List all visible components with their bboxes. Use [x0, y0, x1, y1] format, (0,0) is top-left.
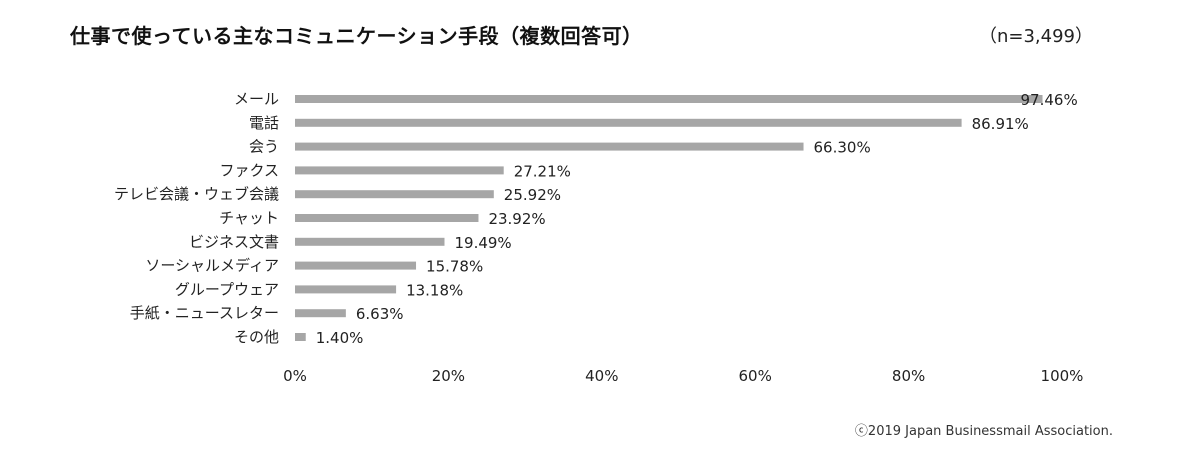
value-label-9: 13.18%: [406, 281, 463, 299]
category-label-2: 電話: [249, 114, 279, 132]
category-label-4: ファクス: [219, 161, 279, 179]
category-label-1: メール: [234, 90, 279, 108]
value-label-2: 86.91%: [972, 115, 1029, 133]
bar-6: [295, 214, 479, 222]
category-label-5: テレビ会議・ウェブ会議: [114, 185, 279, 203]
bar-10: [295, 309, 346, 318]
category-label-8: ソーシャルメディア: [145, 257, 279, 275]
x-tick-label-2: 20%: [432, 367, 465, 385]
copyright-text: ⓒ2019 Japan Businessmail Association.: [854, 424, 1113, 439]
category-label-7: ビジネス文書: [189, 233, 279, 251]
category-label-11: その他: [234, 328, 279, 346]
x-tick-label-1: 0%: [283, 367, 307, 385]
bar-2: [295, 118, 962, 127]
category-label-6: チャット: [219, 209, 279, 227]
value-label-11: 1.40%: [316, 329, 364, 347]
bar-7: [295, 237, 445, 246]
bar-4: [295, 166, 504, 175]
value-label-1: 97.46%: [1021, 91, 1078, 109]
category-label-10: 手紙・ニュースレター: [130, 304, 279, 322]
x-tick-label-5: 80%: [892, 367, 925, 385]
category-labels-layer: メール電話会うファクステレビ会議・ウェブ会議チャットビジネス文書ソーシャルメディ…: [114, 90, 279, 346]
bar-9: [295, 285, 397, 294]
sample-size-note: （n=3,499）: [978, 26, 1093, 47]
x-tick-label-4: 60%: [739, 367, 772, 385]
value-labels-layer: 97.46% 86.91% 66.30% 27.21% 25.92% 23.92% 19.4…: [316, 91, 1078, 347]
value-label-4: 27.21%: [514, 162, 571, 180]
x-tick-label-3: 40%: [585, 367, 618, 385]
bar-11: [295, 333, 306, 341]
value-label-8: 15.78%: [426, 258, 483, 276]
bar-3: [295, 142, 804, 151]
value-label-7: 19.49%: [454, 234, 511, 252]
category-label-9: グループウェア: [175, 280, 279, 298]
x-tick-labels-layer: 0% 20% 40% 60% 80% 100%: [283, 367, 1083, 385]
bar-1: [295, 95, 1043, 103]
bars-layer: [295, 95, 1043, 341]
category-label-3: 会う: [249, 138, 279, 156]
value-label-5: 25.92%: [504, 186, 561, 204]
chart-title: 仕事で使っている主なコミュニケーション手段（複数回答可）: [70, 24, 643, 48]
value-label-6: 23.92%: [488, 210, 545, 228]
x-tick-label-6: 100%: [1041, 367, 1084, 385]
value-label-3: 66.30%: [814, 139, 871, 157]
value-label-10: 6.63%: [356, 305, 404, 323]
bar-5: [295, 190, 494, 199]
bar-8: [295, 261, 417, 270]
